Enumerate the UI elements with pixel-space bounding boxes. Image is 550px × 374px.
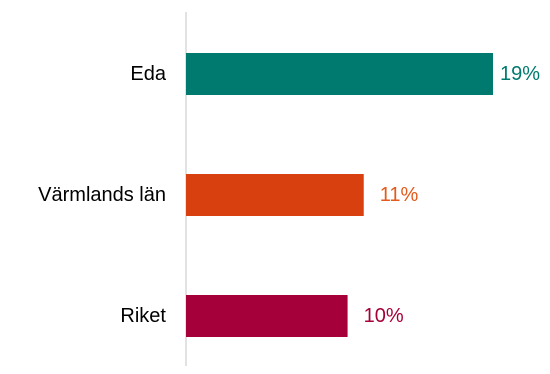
value-label-0: 19% bbox=[500, 63, 540, 85]
category-label-0: Eda bbox=[130, 63, 166, 85]
category-labels-group: Eda Värmlands län Riket bbox=[38, 63, 167, 327]
bars-group bbox=[186, 53, 493, 337]
value-labels-group: 19% 11% 10% bbox=[364, 63, 541, 327]
bar-2 bbox=[186, 295, 348, 337]
value-label-1: 11% bbox=[380, 184, 419, 206]
category-label-2: Riket bbox=[120, 305, 166, 327]
bar-1 bbox=[186, 174, 364, 216]
value-label-2: 10% bbox=[364, 305, 404, 327]
bar-0 bbox=[186, 53, 493, 95]
category-label-1: Värmlands län bbox=[38, 184, 166, 206]
